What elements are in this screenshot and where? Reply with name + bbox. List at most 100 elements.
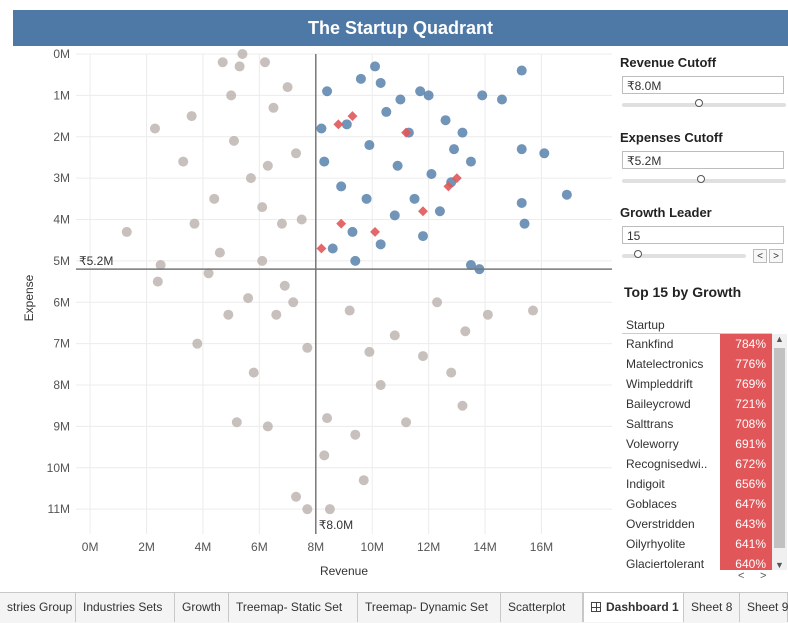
leader-point <box>370 61 381 72</box>
y-tick-label: 4M <box>53 213 70 227</box>
revenue-cutoff-handle[interactable] <box>695 99 704 107</box>
leader-point <box>381 106 392 117</box>
revenue-cutoff-ref-label: ₹8.0M <box>319 518 353 532</box>
tab-stries-group[interactable]: stries Group <box>0 593 76 622</box>
startup-name: Overstridden <box>626 517 695 531</box>
leader-point <box>347 226 358 237</box>
revenue-cutoff-slider[interactable] <box>622 99 786 107</box>
leader-point <box>449 144 460 155</box>
other-point <box>234 61 245 72</box>
list-item[interactable]: Oilyrhyolite 641% <box>622 534 772 554</box>
other-point <box>457 400 468 411</box>
scatter-chart[interactable]: ₹8.0M ₹5.2M 0M 2M 4M 6M 8M 10M 12M 14M 16M 0M 1M 2M 3… <box>0 46 612 592</box>
other-point <box>288 297 299 308</box>
growth-leader-prev-button[interactable]: < <box>753 249 767 263</box>
other-point <box>237 49 248 59</box>
leader-point <box>350 255 361 266</box>
growth-leader-next-button[interactable]: > <box>769 249 783 263</box>
x-axis-label: Revenue <box>320 564 368 578</box>
tab-sheet-8[interactable]: Sheet 8 <box>684 593 740 622</box>
leader-point <box>519 218 530 229</box>
tab-label: Scatterplot <box>508 600 566 614</box>
startup-name: Oilyrhyolite <box>626 537 686 551</box>
top-growth-point <box>370 226 380 237</box>
scroll-right-icon[interactable]: > <box>760 570 767 582</box>
other-point <box>155 260 166 271</box>
list-item[interactable]: Voleworry 691% <box>622 434 772 454</box>
other-point <box>260 57 271 68</box>
list-horizontal-scrollbar[interactable]: < > <box>720 570 772 584</box>
growth-leader-handle[interactable] <box>633 250 642 258</box>
y-tick-label: 1M <box>53 88 70 102</box>
other-point <box>152 276 163 287</box>
other-point <box>460 326 471 337</box>
dashboard-icon <box>591 602 601 612</box>
tab-growth[interactable]: Growth <box>175 593 229 622</box>
y-tick-label: 2M <box>53 130 70 144</box>
tab-industries-sets[interactable]: Industries Sets <box>76 593 175 622</box>
scroll-down-icon[interactable]: ▼ <box>775 560 784 570</box>
scroll-up-icon[interactable]: ▲ <box>775 334 784 344</box>
tab-treemap-dynamic-set[interactable]: Treemap- Dynamic Set <box>358 593 501 622</box>
leader-point <box>516 144 527 155</box>
list-item[interactable]: Wimpleddrift 769% <box>622 374 772 394</box>
list-vertical-scrollbar[interactable]: ▲ ▼ <box>772 334 787 570</box>
top-growth-point <box>316 243 327 254</box>
expenses-cutoff-slider[interactable] <box>622 175 786 183</box>
startup-name: Goblaces <box>626 497 677 511</box>
leader-point <box>375 77 386 88</box>
list-item[interactable]: Glaciertolerant 640% <box>622 554 772 570</box>
top-growth-point <box>443 181 454 192</box>
list-item[interactable]: Indigoit 656% <box>622 474 772 494</box>
other-point <box>149 123 160 134</box>
data-points <box>121 49 572 515</box>
growth-leader-input[interactable]: 15 <box>622 226 784 244</box>
leader-point <box>409 193 420 204</box>
scroll-thumb[interactable] <box>774 348 785 548</box>
y-tick-label: 5M <box>53 254 70 268</box>
other-point <box>279 280 290 291</box>
tab-treemap-static-set[interactable]: Treemap- Static Set <box>229 593 358 622</box>
tab-sheet-9[interactable]: Sheet 9 <box>740 593 788 622</box>
list-item[interactable]: Matelectronics 776% <box>622 354 772 374</box>
tab-scatterplot[interactable]: Scatterplot <box>501 593 583 622</box>
y-tick-label: 11M <box>48 502 70 516</box>
list-item[interactable]: Salttrans 708% <box>622 414 772 434</box>
list-item[interactable]: Overstridden 643% <box>622 514 772 534</box>
list-item[interactable]: Goblaces 647% <box>622 494 772 514</box>
growth-percent: 691% <box>720 434 772 454</box>
leader-point <box>361 193 372 204</box>
tab-dashboard-1[interactable]: Dashboard 1 <box>583 593 684 622</box>
scroll-left-icon[interactable]: < <box>738 570 745 582</box>
reference-lines: ₹8.0M ₹5.2M <box>76 54 612 534</box>
other-point <box>257 255 268 266</box>
x-tick-label: 4M <box>195 540 212 554</box>
tab-label: stries Group <box>7 600 73 614</box>
x-tick-label: 0M <box>82 540 99 554</box>
leader-point <box>417 231 428 242</box>
expenses-cutoff-handle[interactable] <box>696 175 705 183</box>
tab-label: Treemap- Dynamic Set <box>365 600 488 614</box>
x-tick-label: 10M <box>361 540 384 554</box>
list-item[interactable]: Rankfind 784% <box>622 334 772 354</box>
revenue-cutoff-input[interactable]: ₹8.0M <box>622 76 784 94</box>
leader-point <box>465 260 476 271</box>
list-item[interactable]: Baileycrowd 721% <box>622 394 772 414</box>
y-tick-label: 3M <box>53 171 70 185</box>
other-point <box>322 413 333 424</box>
y-tick-label: 6M <box>53 295 70 309</box>
growth-leader-label: Growth Leader <box>620 205 712 220</box>
other-point <box>223 309 234 320</box>
other-point <box>228 135 239 146</box>
leader-point <box>477 90 488 101</box>
list-item[interactable]: Recognisedwi.. 672% <box>622 454 772 474</box>
other-point <box>302 504 313 515</box>
growth-percent: 647% <box>720 494 772 514</box>
expenses-cutoff-input[interactable]: ₹5.2M <box>622 151 784 169</box>
top-growth-list[interactable]: Rankfind 784% Matelectronics 776% Wimpleddri… <box>622 334 772 570</box>
leader-point <box>561 189 572 200</box>
growth-percent: 672% <box>720 454 772 474</box>
growth-leader-slider[interactable] <box>622 250 746 258</box>
other-point <box>209 193 220 204</box>
leader-point <box>355 73 366 84</box>
